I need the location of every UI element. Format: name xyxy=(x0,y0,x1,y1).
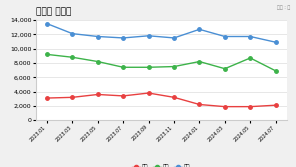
Text: 단위 : 건: 단위 : 건 xyxy=(277,5,290,10)
Legend: 서울, 경기, 전국: 서울, 경기, 전국 xyxy=(130,162,193,167)
Text: 아파트 거래량: 아파트 거래량 xyxy=(36,8,71,17)
